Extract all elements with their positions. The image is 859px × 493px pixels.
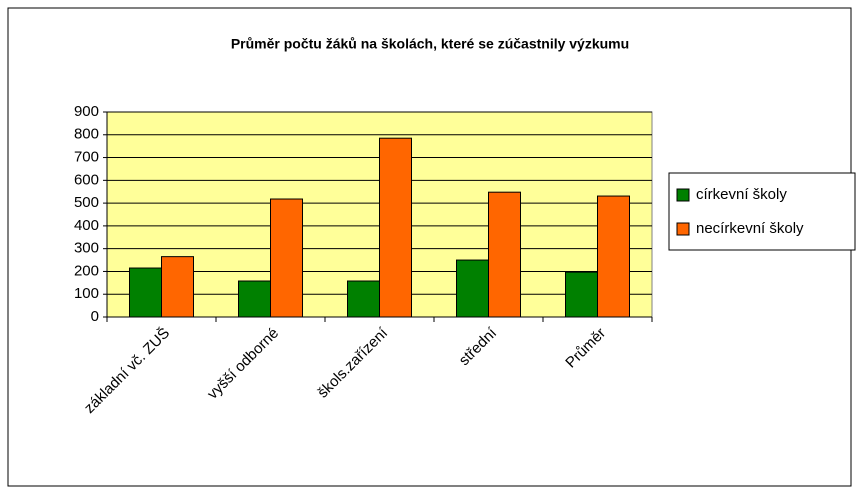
bar bbox=[161, 256, 194, 318]
bar bbox=[565, 271, 598, 318]
legend bbox=[668, 172, 856, 251]
legend-label: necírkevní školy bbox=[696, 220, 804, 237]
legend-label: církevní školy bbox=[696, 186, 787, 203]
y-tick-label: 400 bbox=[74, 217, 99, 234]
bar bbox=[597, 195, 630, 318]
bar bbox=[129, 267, 162, 318]
y-tick-label: 900 bbox=[74, 103, 99, 120]
bar bbox=[456, 259, 489, 318]
chart-title: Průměr počtu žáků na školách, které se z… bbox=[231, 36, 629, 52]
bar bbox=[379, 137, 412, 318]
bar bbox=[488, 191, 521, 318]
bar bbox=[270, 198, 303, 318]
y-tick-label: 300 bbox=[74, 240, 99, 257]
legend-swatch bbox=[676, 188, 690, 202]
bar bbox=[347, 280, 380, 318]
y-tick-label: 500 bbox=[74, 194, 99, 211]
y-tick-label: 0 bbox=[91, 308, 99, 325]
legend-swatch bbox=[676, 222, 690, 236]
y-tick-label: 100 bbox=[74, 285, 99, 302]
y-tick-label: 800 bbox=[74, 126, 99, 143]
y-tick-label: 700 bbox=[74, 149, 99, 166]
y-tick-label: 600 bbox=[74, 171, 99, 188]
bar bbox=[238, 280, 271, 318]
y-tick-label: 200 bbox=[74, 262, 99, 279]
